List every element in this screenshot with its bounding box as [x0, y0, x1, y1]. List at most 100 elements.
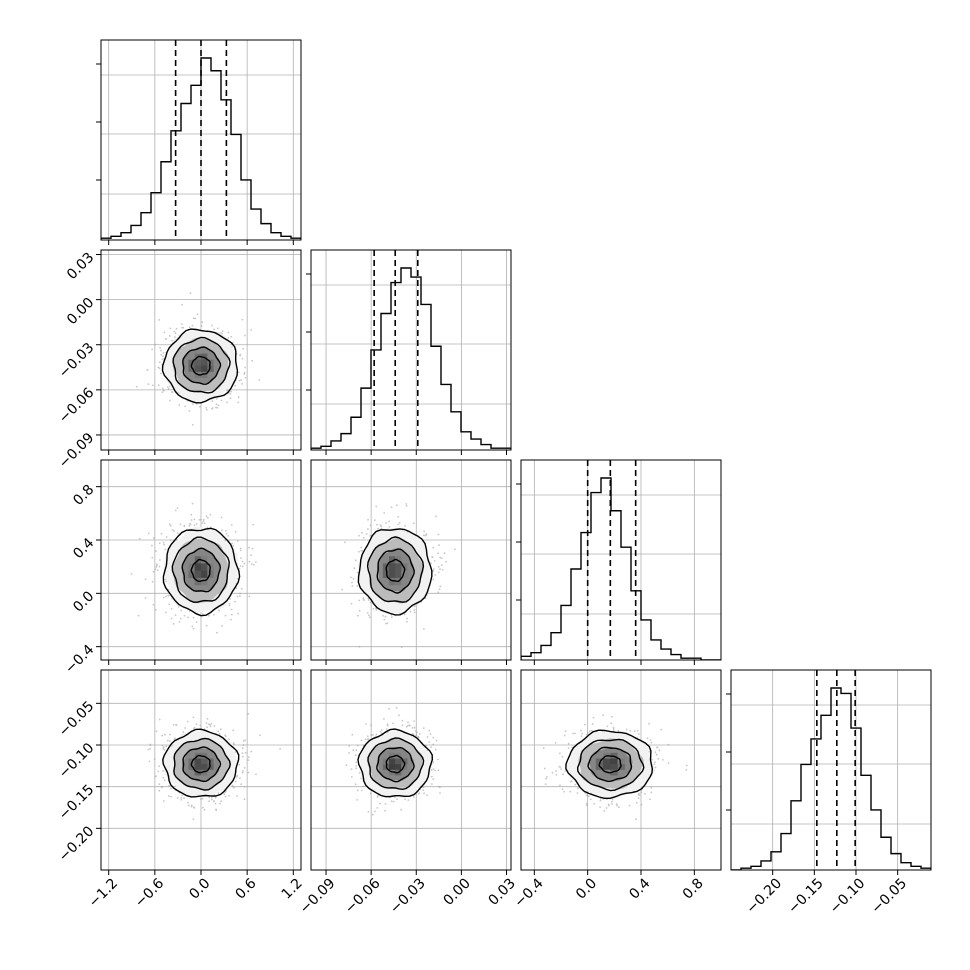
scatter-point	[394, 796, 396, 799]
scatter-point	[250, 750, 253, 753]
scatter-point	[202, 520, 205, 522]
scatter-point	[241, 565, 244, 568]
histogram-step-3	[521, 477, 721, 660]
scatter-point	[239, 595, 241, 598]
scatter-point	[574, 732, 576, 735]
scatter-point	[392, 800, 395, 803]
scatter-point	[200, 325, 203, 327]
density-block	[395, 570, 402, 578]
scatter-point	[153, 758, 156, 760]
scatter-point	[405, 503, 408, 505]
scatter-point	[205, 409, 208, 411]
scatter-point	[178, 621, 181, 623]
scatter-point	[192, 424, 194, 426]
scatter-point	[213, 725, 216, 727]
scatter-point	[388, 526, 391, 528]
scatter-point	[590, 729, 593, 732]
scatter-point	[243, 786, 246, 788]
scatter-point	[599, 797, 602, 800]
scatter-point	[667, 743, 670, 746]
scatter-point	[207, 723, 210, 725]
x-tick-label: −0.20	[743, 875, 785, 917]
density-block	[610, 752, 618, 759]
scatter-point	[396, 504, 398, 507]
scatter-point	[238, 763, 241, 766]
scatter-point	[230, 524, 233, 526]
scatter-point	[430, 775, 433, 778]
scatter-point	[377, 794, 380, 797]
scatter-point	[384, 803, 387, 805]
scatter-point	[367, 614, 370, 617]
scatter-point	[430, 562, 432, 564]
scatter-point	[367, 599, 370, 601]
scatter-point	[203, 808, 206, 811]
scatter-point	[213, 793, 216, 796]
scatter-point	[440, 564, 443, 566]
scatter-point	[220, 800, 223, 803]
scatter-point	[259, 734, 261, 737]
scatter-point	[439, 792, 441, 794]
density-block	[188, 359, 195, 366]
scatter-point	[162, 746, 165, 748]
scatter-point	[365, 723, 367, 725]
density-block	[395, 563, 402, 571]
scatter-point	[437, 552, 439, 555]
density-block	[401, 570, 408, 578]
y-tick-label: −0.03	[56, 340, 98, 382]
scatter-point	[180, 798, 183, 801]
y-tick-label: −0.09	[56, 430, 98, 472]
histogram-panel-1	[101, 40, 301, 240]
scatter-point	[228, 603, 231, 605]
scatter-point	[159, 559, 161, 561]
contour-line-3	[171, 536, 230, 603]
scatter-point	[358, 599, 361, 602]
scatter-point	[563, 734, 566, 737]
scatter-point	[422, 727, 425, 729]
scatter-point	[168, 335, 171, 337]
scatter-point	[426, 794, 428, 796]
scatter-point	[588, 795, 590, 798]
scatter-point	[653, 763, 656, 765]
scatter-point	[192, 818, 195, 821]
histogram-panel-3	[521, 460, 721, 660]
contour-line-1	[598, 755, 622, 774]
scatter-point	[161, 744, 164, 747]
scatter-point	[154, 568, 157, 570]
density-block	[188, 764, 195, 770]
scatter-point	[165, 536, 168, 538]
scatter-point	[242, 755, 244, 758]
scatter-point	[240, 557, 242, 559]
density-block	[389, 764, 396, 770]
scatter-point	[162, 800, 165, 802]
scatter-point	[202, 518, 205, 521]
scatter-point	[166, 739, 169, 742]
scatter-point	[248, 595, 251, 598]
scatter-point	[184, 405, 187, 408]
scatter-point	[437, 565, 440, 568]
scatter-point	[581, 732, 583, 735]
scatter-point	[580, 735, 583, 737]
scatter-point	[195, 523, 198, 525]
scatter-point	[168, 784, 171, 787]
scatter-point	[160, 532, 163, 535]
scatter-point	[171, 339, 174, 342]
scatter-point	[161, 734, 164, 737]
scatter-point	[244, 334, 246, 337]
scatter-point	[657, 757, 660, 760]
scatter-point	[174, 614, 177, 616]
contour-line-1	[190, 754, 211, 774]
scatter-point	[422, 789, 424, 792]
scatter-point	[241, 357, 244, 360]
scatter-point	[403, 613, 406, 616]
density-block	[395, 758, 402, 765]
scatter-point	[354, 559, 357, 562]
scatter-point	[591, 723, 594, 726]
scatter-point	[383, 718, 385, 720]
scatter-point	[610, 715, 613, 718]
scatter-point	[564, 770, 566, 772]
scatter-point	[561, 788, 564, 791]
scatter-point	[439, 585, 442, 588]
scatter-point	[423, 792, 425, 795]
scatter-point	[635, 818, 637, 821]
x-tick-label: −0.10	[827, 875, 869, 917]
